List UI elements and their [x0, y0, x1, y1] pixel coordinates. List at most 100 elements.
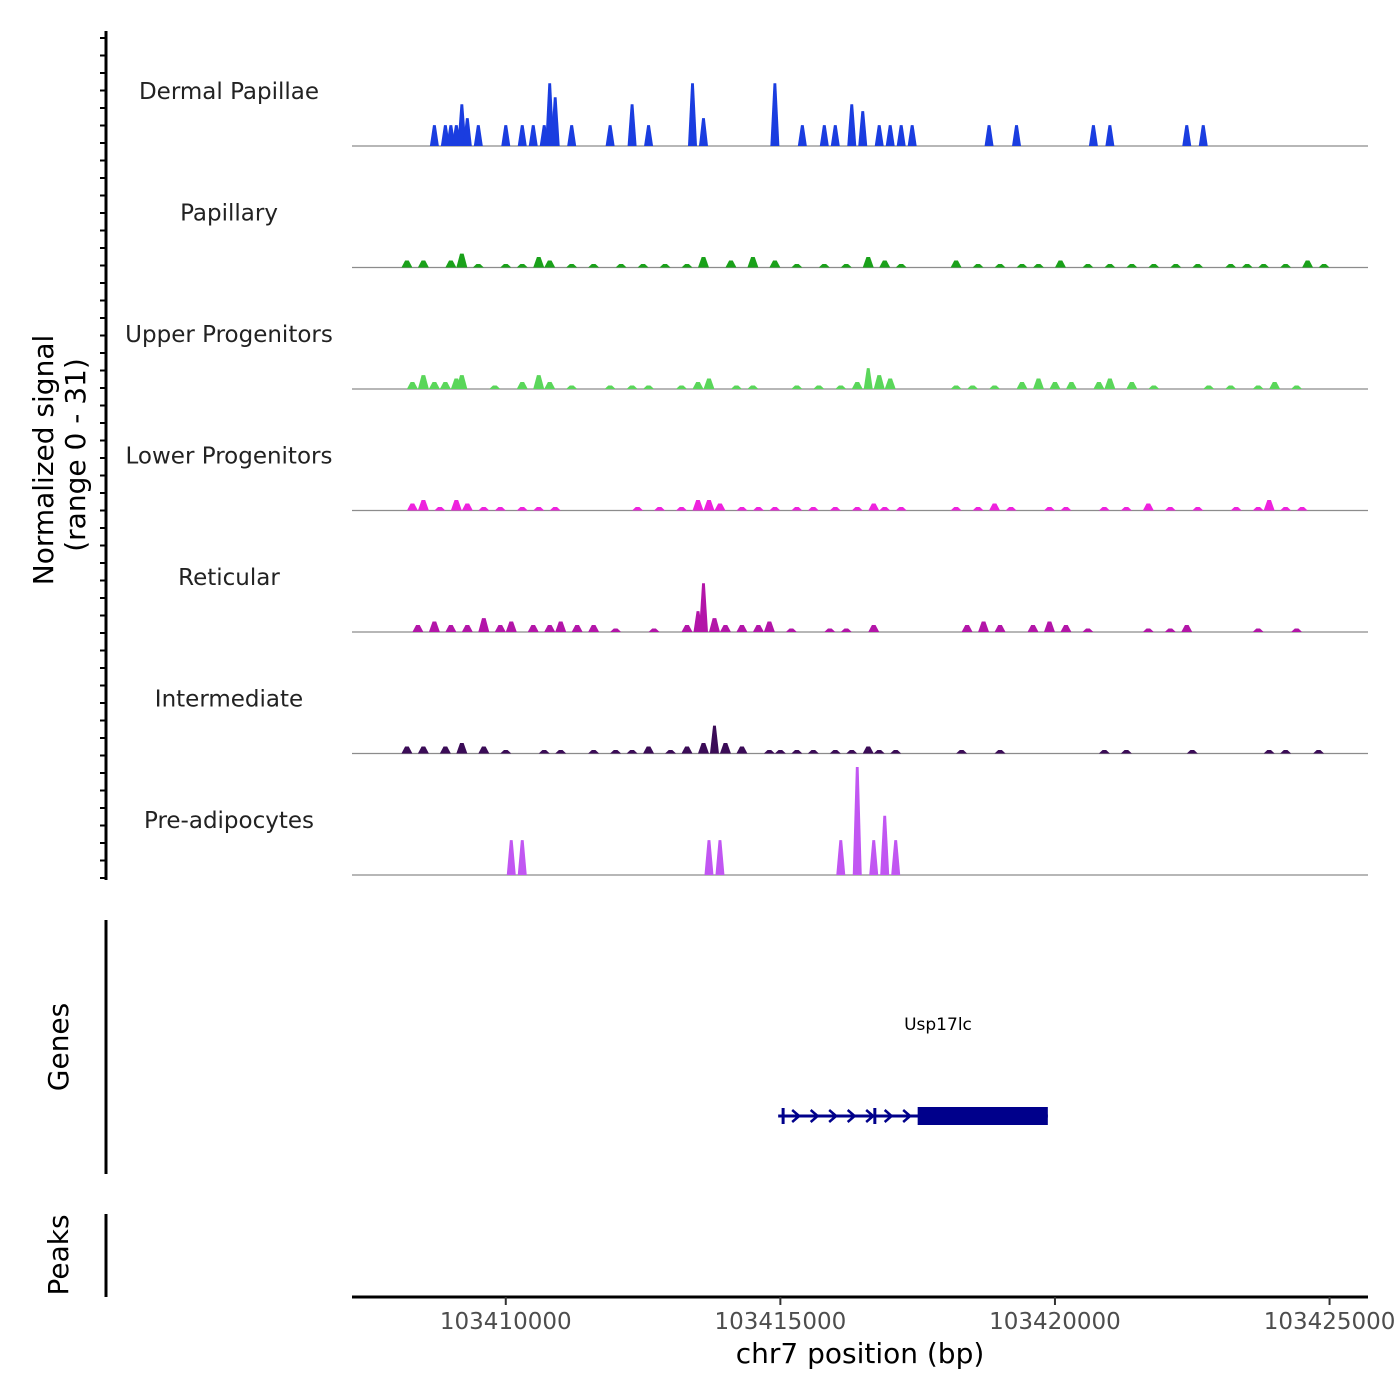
coverage-peak [681, 625, 693, 632]
coverage-peak [791, 750, 803, 754]
coverage-peak [643, 385, 655, 389]
coverage-peak [1164, 628, 1176, 632]
peaks-label: Peaks [42, 1214, 75, 1295]
coverage-peak [994, 750, 1006, 754]
coverage-track: Intermediate [155, 687, 1368, 755]
coverage-peak [747, 257, 759, 268]
coverage-peak [862, 746, 874, 754]
coverage-peak [428, 621, 440, 632]
strand-arrow [791, 1109, 802, 1123]
coverage-peak [505, 621, 517, 632]
coverage-peak [1120, 750, 1132, 754]
strand-arrow [828, 1109, 839, 1123]
coverage-peak [807, 750, 819, 754]
coverage-peak [478, 618, 490, 632]
coverage-peak [1198, 125, 1208, 146]
strand-arrow [865, 1109, 876, 1123]
coverage-peak [461, 625, 473, 632]
coverage-peak [703, 500, 715, 511]
coverage-peak [868, 503, 880, 511]
coverage-peak [472, 264, 484, 268]
coverage-peak [829, 750, 841, 754]
coverage-peak [896, 125, 906, 146]
coverage-peak [830, 125, 840, 146]
coverage-peak [506, 840, 516, 875]
coverage-peak [868, 625, 880, 632]
coverage-track: Upper Progenitors [125, 322, 1368, 390]
coverage-peak [533, 257, 545, 268]
coverage-peak [401, 746, 413, 754]
coverage-peak [869, 840, 879, 875]
coverage-peak [1027, 625, 1039, 632]
coverage-peak [1049, 382, 1061, 389]
coverage-peak [709, 725, 719, 754]
coverage-peak [1318, 264, 1330, 268]
coverage-peak [544, 625, 556, 632]
x-tick-label: 103425000 [1264, 1309, 1396, 1335]
coverage-peak [961, 625, 973, 632]
coverage-peak [840, 264, 852, 268]
coverage-peak [719, 625, 731, 632]
coverage-peak [406, 382, 418, 389]
coverage-peak [610, 750, 622, 754]
coverage-peak [687, 83, 697, 146]
coverage-peak [644, 125, 654, 146]
coverage-peak [681, 264, 693, 268]
coverage-peak [1098, 507, 1110, 511]
coverage-peak [588, 750, 600, 754]
coverage-peak [819, 125, 829, 146]
coverage-peak [643, 746, 655, 754]
coverage-peak [880, 815, 890, 875]
x-axis-ticks: 103410000 103415000 103420000 103425000 [440, 1297, 1395, 1335]
coverage-peak [500, 264, 512, 268]
gene-track [778, 1107, 1048, 1125]
coverage-peak [895, 264, 907, 268]
coverage-peak [852, 767, 862, 875]
coverage-peak [1060, 625, 1072, 632]
coverage-peak [950, 385, 962, 389]
coverage-peak [813, 385, 825, 389]
coverage-peak [1043, 507, 1055, 511]
coverage-peak [950, 507, 962, 511]
coverage-peak [1258, 264, 1270, 268]
coverage-peak [544, 382, 556, 389]
coverage-peak [956, 750, 968, 754]
coverage-peak [648, 628, 660, 632]
coverage-peak [1186, 750, 1198, 754]
coverage-track: Lower Progenitors [126, 444, 1368, 512]
coverage-peak [417, 500, 429, 511]
coverage-peak [978, 621, 990, 632]
coverage-peak [588, 264, 600, 268]
coverage-peak [1054, 260, 1066, 268]
coverage-peak [1192, 264, 1204, 268]
coverage-peak [445, 625, 457, 632]
coverage-peak [851, 382, 863, 389]
coverage-peak [478, 746, 490, 754]
coverage-peak [516, 507, 528, 511]
coverage-peak [1105, 125, 1115, 146]
coverage-peak [1225, 385, 1237, 389]
coverage-peak [879, 260, 891, 268]
coverage-peak [473, 125, 483, 146]
coverage-peak [1032, 378, 1044, 389]
coverage-peak [1291, 628, 1303, 632]
coverage-peak [1170, 264, 1182, 268]
coverage-peak [1142, 503, 1154, 511]
coverage-peak [417, 260, 429, 268]
coverage-peak [714, 503, 726, 511]
coverage-peak [516, 382, 528, 389]
coverage-peak [972, 264, 984, 268]
coverage-peak [1280, 264, 1292, 268]
coverage-peak [517, 125, 527, 146]
coverage-peak [462, 118, 472, 146]
coverage-peak [627, 104, 637, 146]
coverage-peak [698, 583, 708, 632]
coverage-peak [763, 621, 775, 632]
coverage-peak [797, 125, 807, 146]
coverage-peak [994, 264, 1006, 268]
coverage-peak [659, 264, 671, 268]
coverage-peak [1313, 750, 1325, 754]
coverage-peak [692, 382, 704, 389]
coverage-peak [994, 625, 1006, 632]
